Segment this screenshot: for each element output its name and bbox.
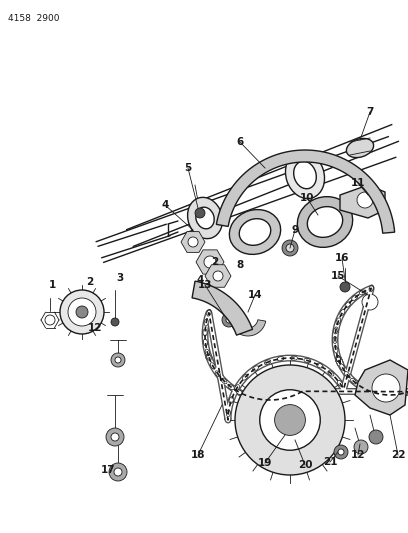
Circle shape [369, 430, 383, 444]
Ellipse shape [229, 209, 281, 254]
Text: 8: 8 [236, 260, 244, 270]
Circle shape [260, 390, 320, 450]
Circle shape [106, 428, 124, 446]
Ellipse shape [346, 139, 374, 158]
Ellipse shape [239, 219, 271, 245]
Text: 18: 18 [191, 450, 205, 460]
Polygon shape [196, 250, 224, 274]
Text: 4: 4 [161, 200, 169, 210]
Ellipse shape [188, 197, 222, 239]
Ellipse shape [297, 197, 353, 247]
Circle shape [111, 433, 119, 441]
Text: 11: 11 [351, 178, 365, 188]
Text: 4158  2900: 4158 2900 [8, 14, 60, 23]
Text: 4: 4 [196, 275, 204, 285]
Circle shape [188, 237, 198, 247]
Text: 15: 15 [331, 271, 345, 281]
Circle shape [76, 306, 88, 318]
Polygon shape [192, 281, 253, 335]
Circle shape [195, 208, 205, 218]
Circle shape [111, 353, 125, 367]
Circle shape [338, 449, 344, 455]
Circle shape [204, 256, 216, 268]
Circle shape [357, 192, 373, 208]
Ellipse shape [286, 151, 324, 199]
Text: 14: 14 [248, 290, 262, 300]
Ellipse shape [307, 207, 343, 237]
Circle shape [226, 317, 232, 323]
Text: 6: 6 [236, 137, 244, 147]
Text: 12: 12 [351, 450, 365, 460]
Circle shape [275, 405, 306, 435]
Text: 12: 12 [88, 323, 102, 333]
Circle shape [372, 374, 400, 402]
Circle shape [222, 313, 236, 327]
Circle shape [362, 294, 378, 310]
Text: 20: 20 [298, 460, 312, 470]
Text: 2: 2 [86, 277, 93, 287]
Circle shape [115, 357, 121, 363]
Text: 21: 21 [323, 457, 337, 467]
Polygon shape [230, 312, 266, 336]
Text: 2: 2 [211, 257, 219, 267]
Text: 3: 3 [116, 273, 124, 283]
Text: 7: 7 [366, 107, 374, 117]
Text: 16: 16 [335, 253, 349, 263]
Text: 22: 22 [391, 450, 405, 460]
Polygon shape [355, 360, 408, 415]
Circle shape [282, 240, 298, 256]
Circle shape [334, 445, 348, 459]
Polygon shape [340, 185, 385, 218]
Circle shape [354, 440, 368, 454]
Ellipse shape [294, 161, 316, 189]
Text: 5: 5 [184, 163, 192, 173]
Text: 13: 13 [198, 280, 212, 290]
Circle shape [286, 244, 294, 252]
Ellipse shape [196, 207, 214, 229]
Polygon shape [181, 232, 205, 253]
Text: 19: 19 [258, 458, 272, 468]
Circle shape [213, 271, 223, 281]
Text: 9: 9 [291, 225, 299, 235]
Circle shape [114, 468, 122, 476]
Circle shape [109, 463, 127, 481]
Text: 1: 1 [49, 280, 55, 290]
Circle shape [68, 298, 96, 326]
Text: 17: 17 [101, 465, 115, 475]
Circle shape [340, 282, 350, 292]
Polygon shape [205, 265, 231, 287]
Circle shape [235, 365, 345, 475]
Circle shape [60, 290, 104, 334]
Polygon shape [216, 150, 395, 233]
Text: 10: 10 [300, 193, 314, 203]
Circle shape [111, 318, 119, 326]
